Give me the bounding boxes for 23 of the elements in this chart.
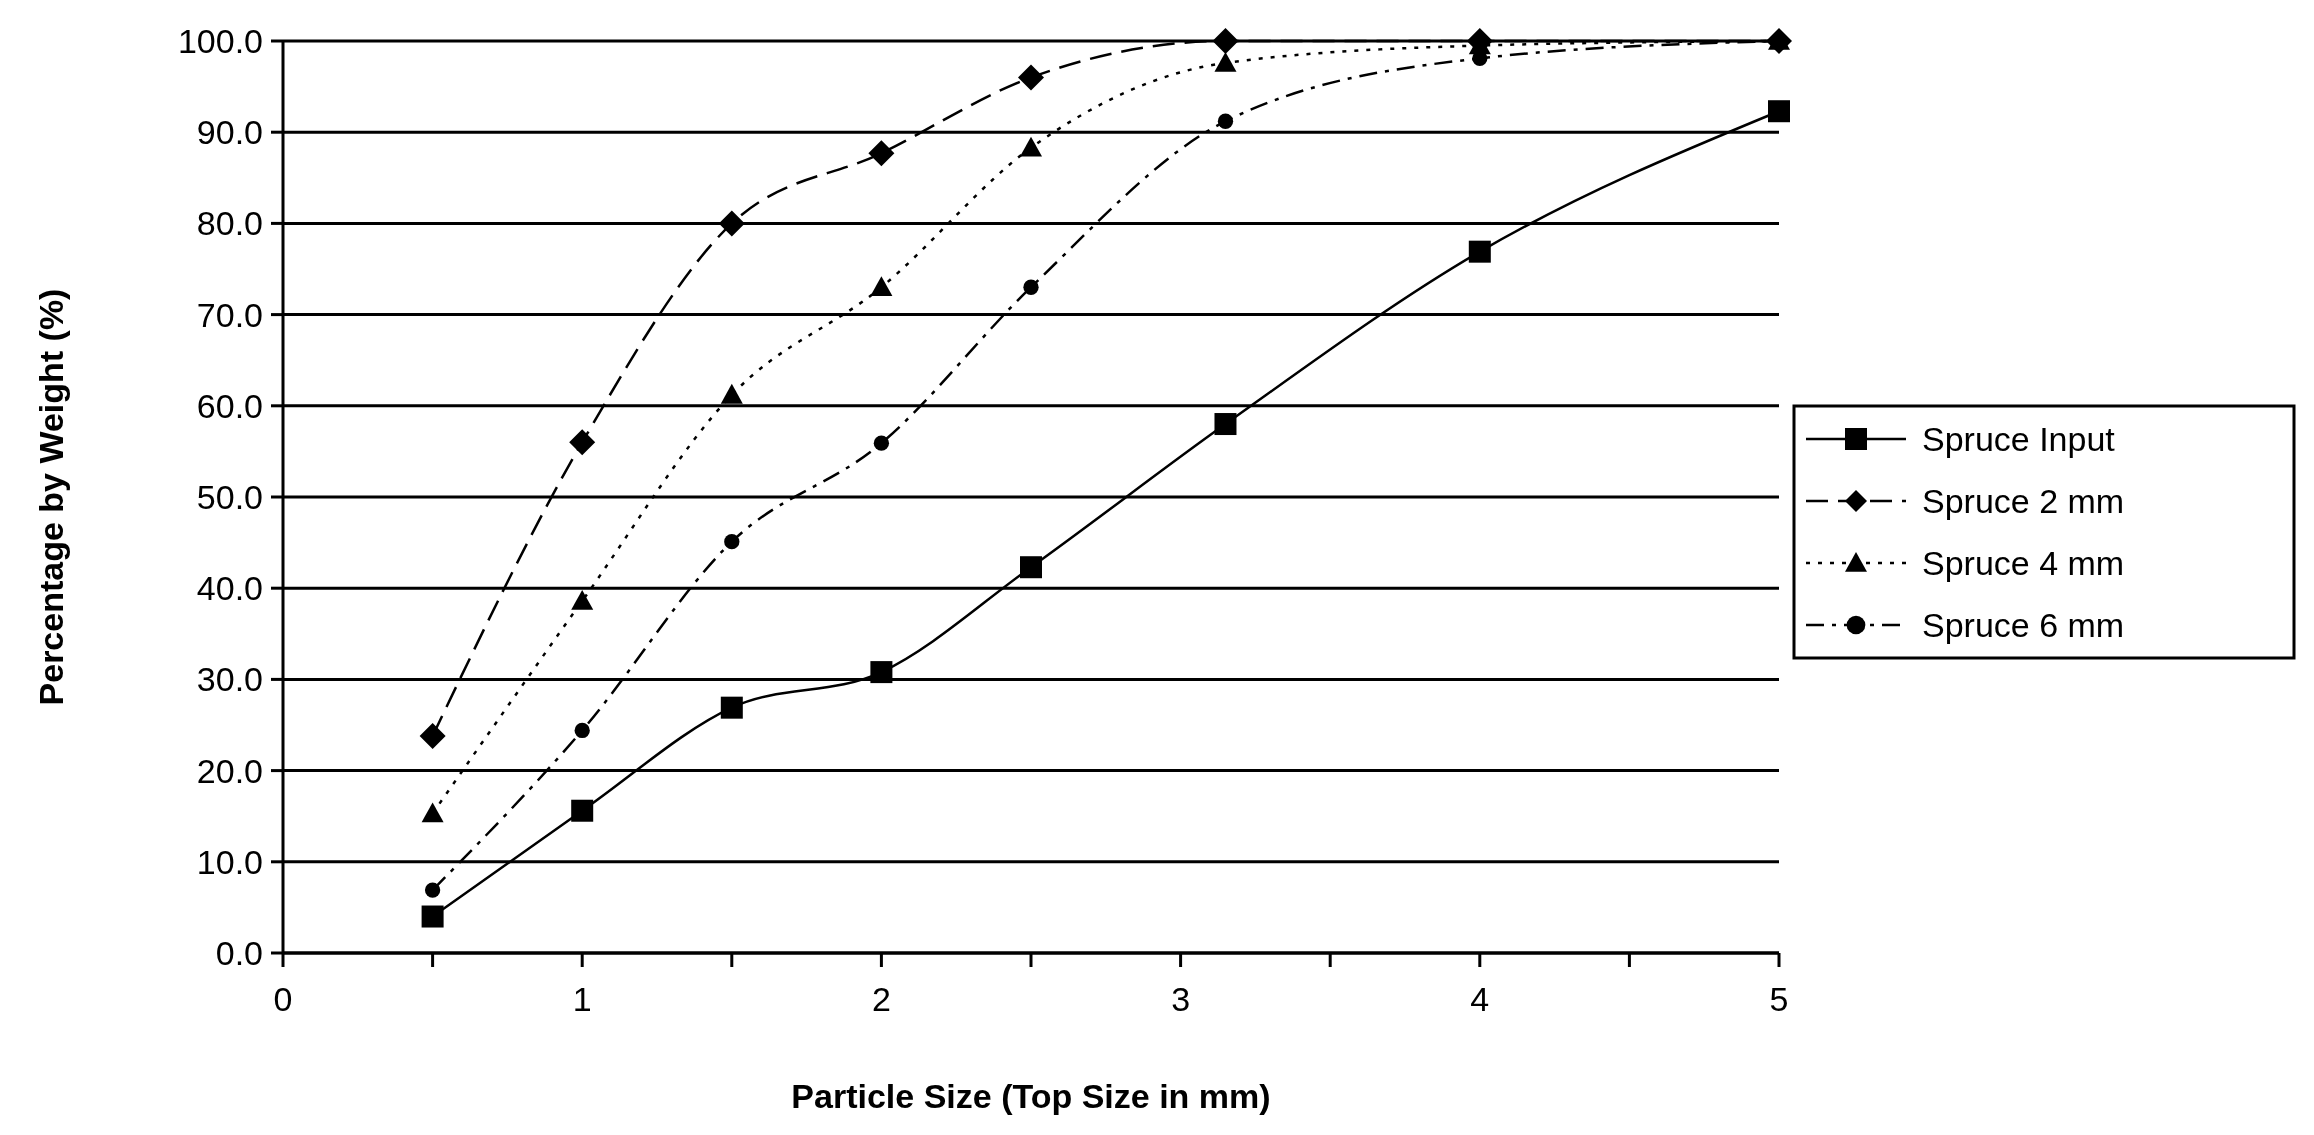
x-tick-label: 4 bbox=[1470, 980, 1490, 1018]
y-tick-label: 20.0 bbox=[196, 751, 263, 790]
y-tick-label: 80.0 bbox=[196, 204, 263, 243]
legend-label: Spruce Input bbox=[1922, 419, 2116, 458]
x-tick-label: 3 bbox=[1171, 980, 1191, 1018]
y-tick-label: 60.0 bbox=[196, 386, 263, 425]
x-tick-label: 1 bbox=[572, 980, 592, 1018]
y-tick-label: 70.0 bbox=[196, 295, 263, 334]
legend-label: Spruce 4 mm bbox=[1922, 543, 2125, 582]
legend-label: Spruce 6 mm bbox=[1922, 605, 2125, 644]
x-tick-label: 2 bbox=[871, 980, 891, 1018]
y-tick-label: 100.0 bbox=[177, 21, 263, 60]
y-tick-label: 0.0 bbox=[215, 933, 263, 972]
y-tick-label: 40.0 bbox=[196, 569, 263, 608]
x-tick-label: 5 bbox=[1769, 980, 1789, 1018]
x-axis-title: Particle Size (Top Size in mm) bbox=[791, 1077, 1271, 1115]
y-tick-label: 50.0 bbox=[196, 477, 263, 516]
y-tick-label: 10.0 bbox=[196, 842, 263, 881]
y-tick-label: 30.0 bbox=[196, 660, 263, 699]
x-tick-label: 0 bbox=[273, 980, 293, 1018]
y-tick-label: 90.0 bbox=[196, 113, 263, 152]
legend-label: Spruce 2 mm bbox=[1922, 481, 2125, 520]
y-axis-title: Percentage by Weight (%) bbox=[32, 288, 70, 706]
